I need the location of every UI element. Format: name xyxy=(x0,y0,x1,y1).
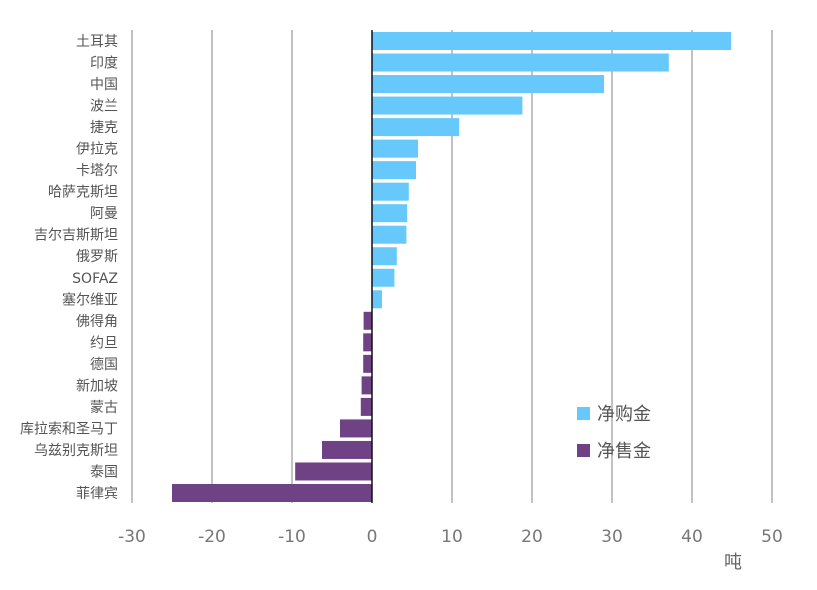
y-category-label: 阿曼 xyxy=(90,206,118,222)
y-category-label: 约旦 xyxy=(90,335,118,351)
legend-item-buy: 净购金 xyxy=(577,400,651,426)
bar xyxy=(372,118,460,137)
bar xyxy=(372,139,418,158)
y-category-label: 新加坡 xyxy=(76,378,118,394)
bar xyxy=(372,247,397,266)
y-category-label: 伊拉克 xyxy=(76,142,118,158)
y-category-label: 乌兹别克斯坦 xyxy=(34,443,118,459)
bar xyxy=(360,397,372,416)
bar xyxy=(363,311,372,330)
y-category-label: 蒙古 xyxy=(90,400,118,416)
bar xyxy=(372,161,416,180)
y-category-label: 印度 xyxy=(90,56,118,72)
y-category-label: 菲律宾 xyxy=(76,486,118,502)
y-category-label: 捷克 xyxy=(90,120,118,136)
bar xyxy=(322,440,372,459)
bar xyxy=(372,53,669,72)
y-category-label: 塞尔维亚 xyxy=(62,291,118,308)
y-category-label: SOFAZ xyxy=(72,271,118,287)
bar xyxy=(361,376,372,395)
y-category-label: 德国 xyxy=(90,357,118,373)
y-category-label: 佛得角 xyxy=(76,313,118,330)
bar xyxy=(172,484,372,502)
x-tick-label: 0 xyxy=(367,527,378,547)
bar xyxy=(372,182,409,201)
y-category-label: 吉尔吉斯斯坦 xyxy=(34,228,118,244)
x-tick-label: 20 xyxy=(521,527,543,547)
bar xyxy=(340,419,372,438)
y-category-label: 土耳其 xyxy=(76,34,118,50)
bar xyxy=(363,333,372,352)
x-tick-label: 30 xyxy=(601,527,623,547)
x-tick-label: 40 xyxy=(681,527,703,547)
y-category-label: 中国 xyxy=(90,77,118,93)
y-category-label: 哈萨克斯坦 xyxy=(48,185,118,201)
bar xyxy=(363,354,372,373)
bar xyxy=(295,462,372,481)
bar xyxy=(372,96,523,115)
x-tick-label: 50 xyxy=(761,527,783,547)
bar xyxy=(372,290,382,309)
bar xyxy=(372,204,408,223)
y-category-label: 波兰 xyxy=(90,99,118,115)
y-category-label: 泰国 xyxy=(90,464,118,480)
y-category-label: 库拉索和圣马丁 xyxy=(20,420,118,437)
legend-item-sell: 净售金 xyxy=(577,437,651,463)
legend-label-sell: 净售金 xyxy=(597,441,651,462)
x-tick-label: 10 xyxy=(441,527,463,547)
x-axis-unit: 吨 xyxy=(724,552,742,573)
bar xyxy=(372,268,395,287)
legend: 净购金 净售金 xyxy=(577,400,651,463)
x-tick-label: -30 xyxy=(118,527,146,547)
legend-swatch-buy xyxy=(577,406,590,420)
x-tick-label: -10 xyxy=(278,527,306,547)
legend-label-buy: 净购金 xyxy=(597,404,651,425)
y-category-label: 俄罗斯 xyxy=(76,249,118,265)
bar xyxy=(372,225,407,244)
x-tick-label: -20 xyxy=(198,527,226,547)
y-category-label: 卡塔尔 xyxy=(76,163,118,179)
legend-swatch-sell xyxy=(577,443,590,457)
bar xyxy=(372,75,604,94)
bar xyxy=(372,32,732,50)
